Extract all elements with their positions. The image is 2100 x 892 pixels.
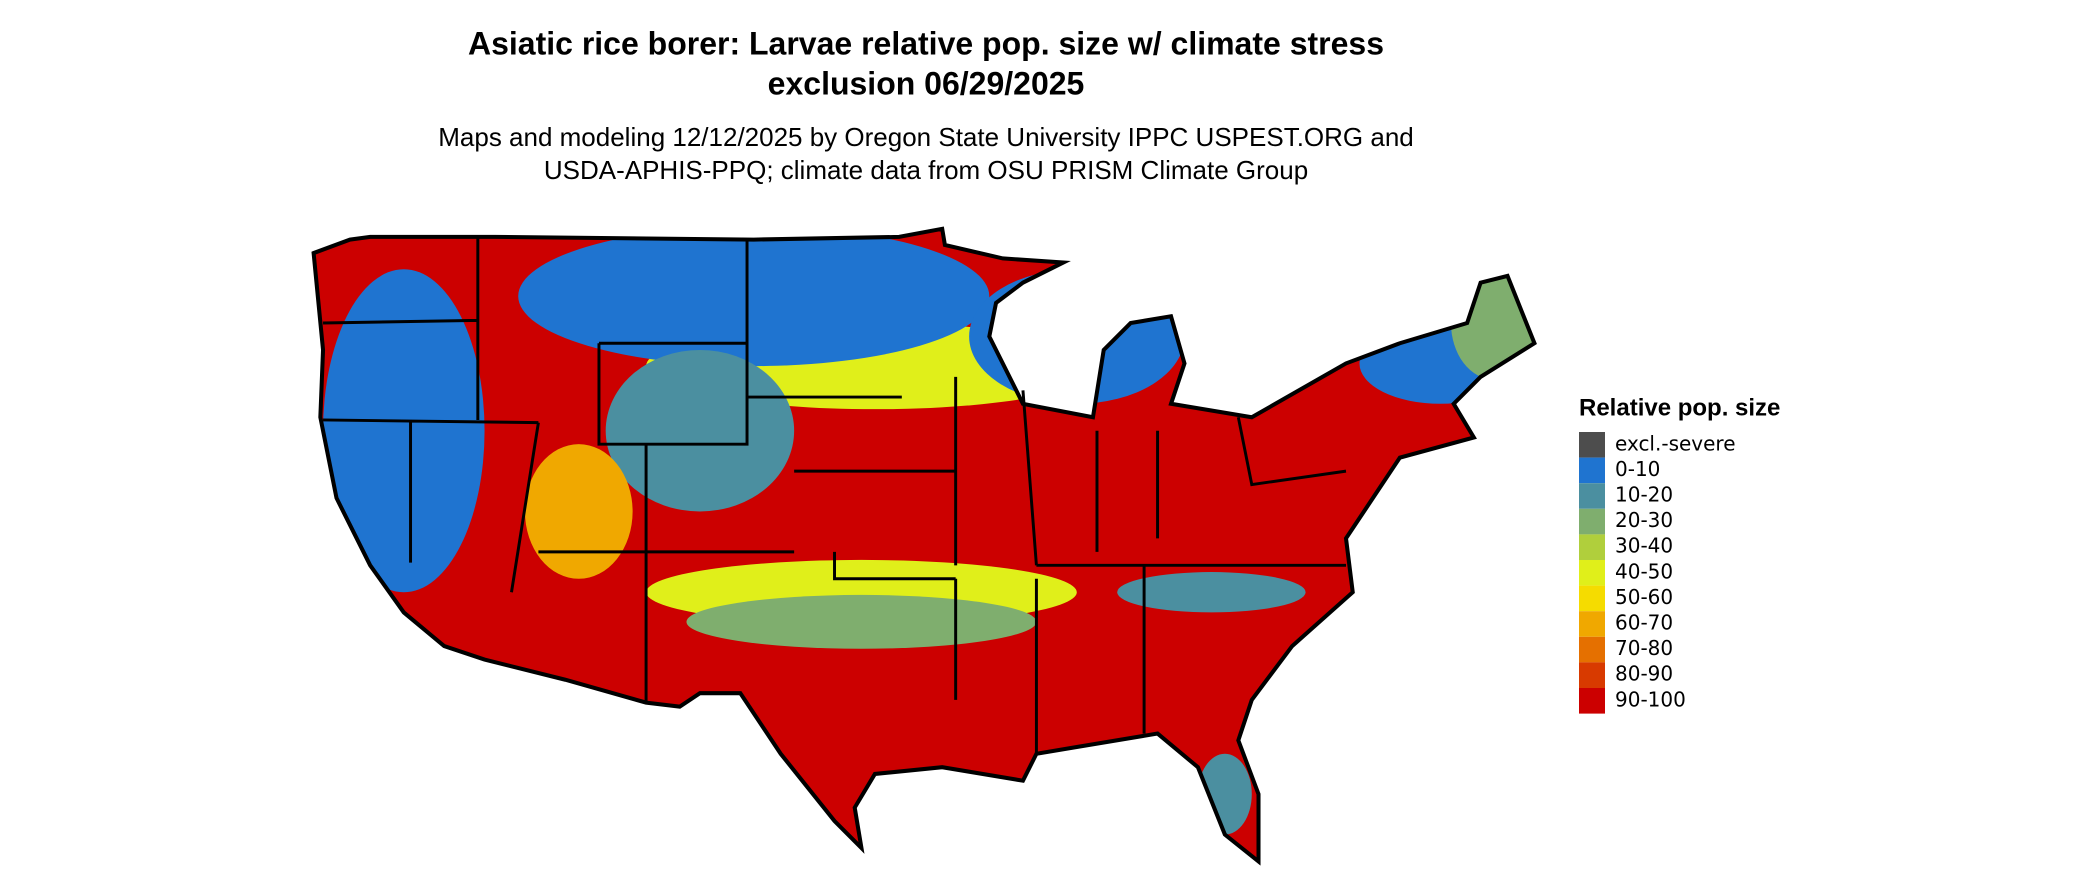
legend-swatch: [1579, 457, 1605, 484]
title-line: Asiatic rice borer: Larvae relative pop.…: [468, 25, 1384, 61]
legend-swatch: [1579, 432, 1605, 458]
legend-label: 30-40: [1615, 534, 1673, 558]
legend-label: 20-30: [1615, 508, 1673, 532]
legend-label: excl.-severe: [1615, 431, 1736, 455]
legend-swatch: [1579, 534, 1605, 560]
legend-label: 90-100: [1615, 687, 1686, 711]
legend-swatch: [1579, 560, 1605, 586]
legend-label: 40-50: [1615, 559, 1673, 583]
legend-title: Relative pop. size: [1579, 394, 1780, 421]
map: [311, 226, 1537, 866]
legend-swatch: [1579, 611, 1605, 637]
legend-swatch: [1579, 585, 1605, 612]
legend-swatch: [1579, 508, 1605, 535]
title-line: exclusion 06/29/2025: [768, 65, 1085, 101]
legend: excl.-severe0-1010-2020-3030-4040-5050-6…: [1579, 431, 1736, 714]
legend-label: 70-80: [1615, 636, 1673, 660]
subtitle-line: Maps and modeling 12/12/2025 by Oregon S…: [438, 122, 1414, 152]
legend-label: 60-70: [1615, 611, 1673, 635]
legend-label: 50-60: [1615, 585, 1673, 609]
legend-swatch: [1579, 636, 1605, 663]
legend-label: 10-20: [1615, 483, 1673, 507]
legend-label: 80-90: [1615, 662, 1673, 686]
subtitle-line: USDA-APHIS-PPQ; climate data from OSU PR…: [544, 155, 1308, 185]
legend-swatch: [1579, 688, 1605, 714]
legend-swatch: [1579, 483, 1605, 509]
legend-swatch: [1579, 662, 1605, 688]
legend-label: 0-10: [1615, 457, 1660, 481]
